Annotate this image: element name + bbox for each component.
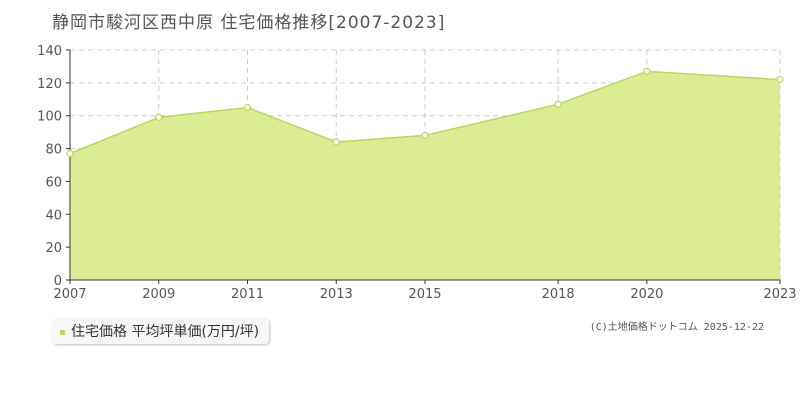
area-layer: [69, 70, 781, 280]
legend-label: 住宅価格 平均坪単価(万円/坪): [71, 324, 260, 340]
data-point: [554, 100, 562, 108]
x-tick-label: 2013: [320, 287, 353, 302]
x-tick-label: 2007: [53, 287, 86, 302]
data-point: [155, 113, 163, 121]
y-tick-label: 60: [45, 175, 62, 190]
x-tick-label: 2020: [630, 287, 663, 302]
axis-layer: [66, 49, 781, 284]
y-tick-label: 120: [37, 77, 62, 92]
y-tick-label: 40: [45, 208, 62, 223]
y-tick-label: 20: [45, 241, 62, 256]
tick-layer: 0 20 40 60 80 100 120 140 2007 2009 2011 2013 2015 20…: [37, 44, 796, 302]
data-point: [643, 67, 651, 75]
legend-marker: [60, 330, 65, 335]
marker-layer: [66, 67, 784, 158]
x-tick-label: 2011: [231, 287, 264, 302]
y-tick-label: 80: [45, 143, 62, 158]
data-point: [776, 75, 784, 84]
y-tick-label: 0: [54, 274, 62, 289]
x-tick-label: 2023: [763, 287, 796, 302]
y-tick-label: 140: [37, 44, 62, 59]
data-point: [243, 103, 252, 112]
x-tick-label: 2015: [408, 287, 441, 302]
data-point: [66, 149, 74, 158]
chart-title: 静岡市駿河区西中原 住宅価格推移[2007-2023]: [52, 13, 446, 33]
x-tick-label: 2018: [542, 287, 575, 302]
series-area: [70, 71, 780, 280]
x-tick-label: 2009: [142, 287, 175, 302]
data-point: [421, 131, 429, 140]
series-line: [69, 70, 781, 155]
y-tick-label: 100: [37, 110, 62, 125]
data-point: [332, 138, 340, 146]
copyright-text: (C)土地価格ドットコム 2025-12-22: [589, 322, 764, 333]
legend: 住宅価格 平均坪単価(万円/坪): [52, 318, 270, 344]
